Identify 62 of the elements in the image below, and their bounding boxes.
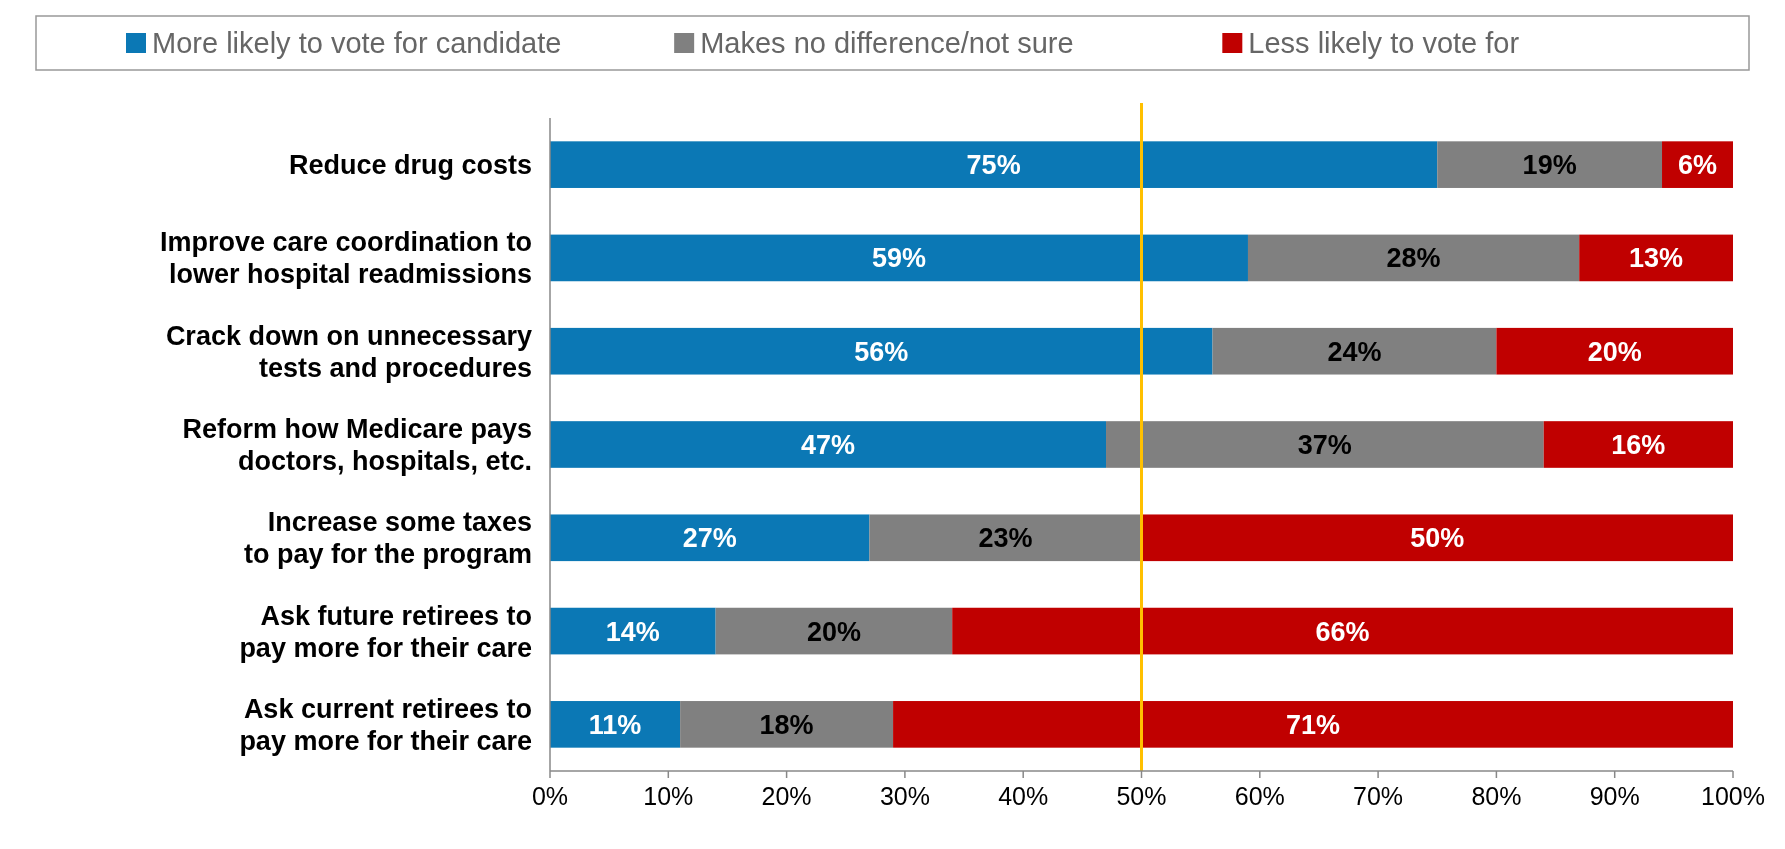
data-label: 11% xyxy=(588,709,642,740)
legend-label: Less likely to vote for xyxy=(1248,27,1520,60)
bar xyxy=(550,701,681,748)
y-tick-label: Increase some taxes to pay for the program xyxy=(243,507,532,570)
bar xyxy=(893,701,1733,748)
data-label: 14% xyxy=(605,616,660,647)
bar xyxy=(550,234,1248,282)
bar xyxy=(550,421,1107,468)
x-tick-label: 80% xyxy=(1471,782,1522,810)
data-label: 59% xyxy=(871,243,927,274)
bar xyxy=(1141,514,1733,562)
data-label: 37% xyxy=(1297,429,1352,460)
x-tick-label: 100% xyxy=(1701,782,1765,810)
data-label: 27% xyxy=(682,523,737,554)
x-tick-label: 90% xyxy=(1589,782,1640,810)
y-tick-label: Reduce drug costs xyxy=(288,150,532,181)
bar xyxy=(952,607,1733,655)
data-label: 75% xyxy=(966,150,1021,181)
y-tick-label: Crack down on unnecessary tests and procedures xyxy=(165,320,532,383)
x-tick-label: 70% xyxy=(1353,782,1404,810)
data-label: 6% xyxy=(1677,150,1718,181)
bar xyxy=(550,141,1438,188)
bar xyxy=(715,607,953,655)
data-label: 47% xyxy=(800,429,856,460)
data-label: 66% xyxy=(1315,616,1370,647)
bar xyxy=(869,514,1142,562)
bar xyxy=(1247,234,1580,282)
bar xyxy=(1106,421,1544,468)
y-tick-label: Improve care coordination to lower hospital readmissions xyxy=(159,227,532,290)
data-label: 16% xyxy=(1611,429,1666,460)
legend-label: More likely to vote for candidate xyxy=(152,27,562,60)
x-tick-label: 0% xyxy=(531,782,569,810)
x-tick-label: 30% xyxy=(879,782,930,810)
data-label: 23% xyxy=(978,523,1033,554)
bar xyxy=(1437,141,1663,188)
bar xyxy=(550,514,870,562)
data-label: 50% xyxy=(1410,523,1465,554)
x-tick-label: 40% xyxy=(998,782,1049,810)
data-label: 19% xyxy=(1522,150,1577,181)
data-label: 24% xyxy=(1327,336,1382,367)
data-label: 56% xyxy=(854,336,909,367)
data-label: 20% xyxy=(806,616,861,647)
x-tick-label: 60% xyxy=(1234,782,1285,810)
bar xyxy=(1543,421,1733,468)
bar xyxy=(550,327,1213,375)
bar xyxy=(550,607,716,655)
x-tick-label: 20% xyxy=(761,782,812,810)
x-tick-label: 10% xyxy=(643,782,694,810)
bar xyxy=(1496,327,1733,375)
y-tick-label: Ask current retirees to pay more for their care xyxy=(239,693,532,756)
data-label: 71% xyxy=(1286,709,1341,740)
data-label: 13% xyxy=(1629,243,1684,274)
data-label: 18% xyxy=(759,709,814,740)
data-label: 28% xyxy=(1386,243,1441,274)
bar xyxy=(1579,234,1733,282)
data-label: 20% xyxy=(1587,336,1642,367)
y-tick-label: Reform how Medicare pays doctors, hospitals, etc. xyxy=(182,413,532,476)
legend-label: Makes no difference/not sure xyxy=(700,27,1074,60)
y-tick-label: Ask future retirees to pay more for their care xyxy=(239,600,532,663)
bar xyxy=(680,701,894,748)
bar xyxy=(1212,327,1497,375)
x-tick-label: 50% xyxy=(1116,782,1167,810)
